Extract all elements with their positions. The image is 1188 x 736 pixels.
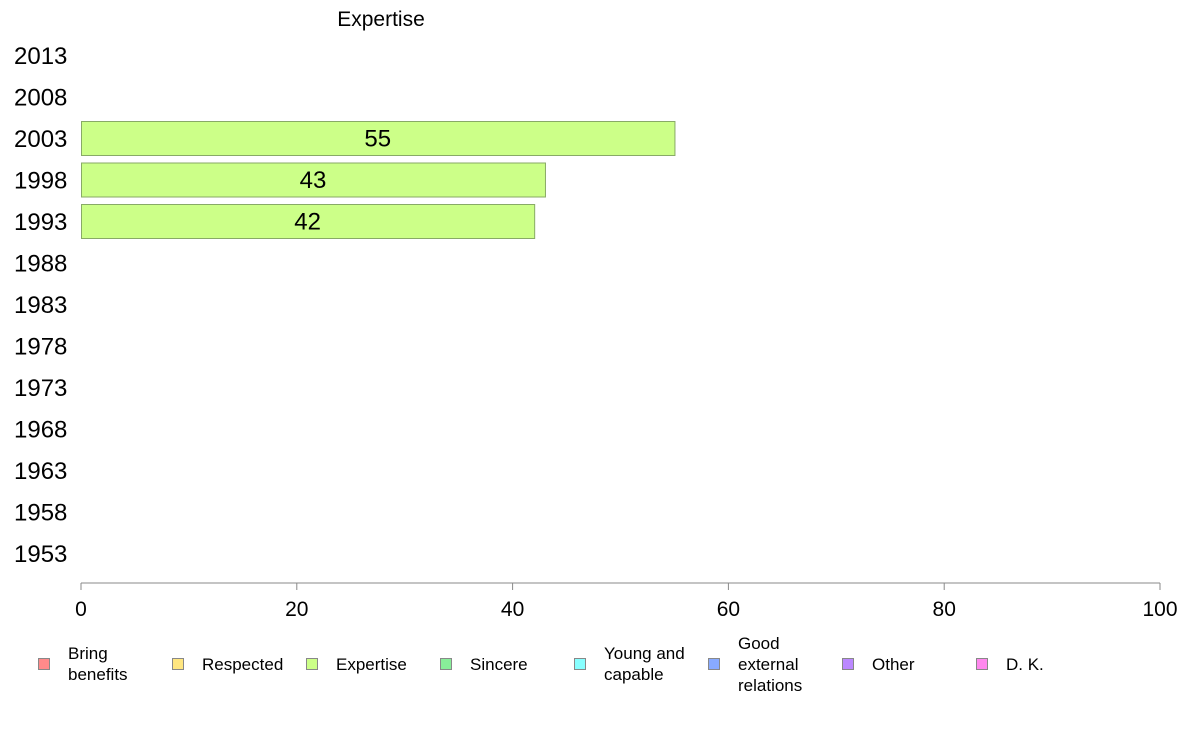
- legend-label: Other: [872, 654, 915, 674]
- legend-swatch: [574, 658, 586, 670]
- legend-swatch: [842, 658, 854, 670]
- y-tick-label: 2013: [14, 43, 67, 70]
- bar-group: [81, 121, 676, 239]
- y-tick-label: 1983: [14, 292, 67, 319]
- legend-swatch: [976, 658, 988, 670]
- bar-value-label: 55: [364, 126, 391, 153]
- legend-swatch: [172, 658, 184, 670]
- bar-1993: [81, 204, 536, 239]
- y-tick-label: 1968: [14, 416, 67, 443]
- chart-legend: Bring benefits Respected Expertise Sincere Y…: [0, 628, 1188, 708]
- legend-item: Other: [842, 628, 915, 700]
- chart-title: Expertise: [337, 8, 425, 31]
- bar-2003: [81, 121, 676, 156]
- legend-item: D. K.: [976, 628, 1044, 700]
- y-tick-label: 2008: [14, 84, 67, 111]
- legend-label: Respected: [202, 654, 284, 674]
- y-tick-label: 2003: [14, 126, 67, 153]
- legend-swatch: [440, 658, 452, 670]
- legend-item: Sincere: [440, 628, 528, 700]
- y-tick-label: 1958: [14, 499, 67, 526]
- legend-swatch: [38, 658, 50, 670]
- x-axis-ticks: 0 20 40 60 80 100: [75, 583, 1178, 620]
- y-tick-label: 1953: [14, 541, 67, 568]
- x-tick-label: 80: [933, 598, 956, 620]
- y-tick-label: 1993: [14, 209, 67, 236]
- legend-item: Expertise: [306, 628, 407, 700]
- legend-label: Expertise: [336, 654, 407, 674]
- bar-1998: [81, 162, 546, 198]
- y-tick-label: 1988: [14, 250, 67, 277]
- legend-item: Young and capable: [574, 628, 685, 700]
- x-tick-label: 60: [717, 598, 740, 620]
- legend-label: Young and capable: [604, 644, 685, 684]
- x-tick-label: 20: [285, 598, 308, 620]
- bar-chart: Expertise 2013 2008 2003 1998 1993 1988 1983 19…: [14, 8, 1178, 620]
- bar-data-labels: 55 43 42: [294, 126, 391, 236]
- legend-swatch: [306, 658, 318, 670]
- legend-label: D. K.: [1006, 654, 1044, 674]
- bar-value-label: 42: [294, 209, 321, 236]
- x-tick-label: 100: [1142, 598, 1177, 620]
- y-tick-label: 1973: [14, 375, 67, 402]
- legend-label: Sincere: [470, 654, 528, 674]
- x-tick-label: 40: [501, 598, 524, 620]
- legend-label: Good external relations: [738, 633, 803, 695]
- bar-value-label: 43: [300, 167, 327, 194]
- y-tick-label: 1963: [14, 458, 67, 485]
- legend-swatch: [708, 658, 720, 670]
- legend-label: Bring benefits: [68, 644, 128, 684]
- y-axis-tick-labels: 2013 2008 2003 1998 1993 1988 1983 1978 1973 1968…: [14, 43, 67, 568]
- x-tick-label: 0: [75, 598, 87, 620]
- legend-item: Bring benefits: [38, 628, 128, 700]
- y-tick-label: 1978: [14, 333, 67, 360]
- y-tick-label: 1998: [14, 167, 67, 194]
- legend-item: Respected: [172, 628, 283, 700]
- legend-item: Good external relations: [708, 628, 802, 700]
